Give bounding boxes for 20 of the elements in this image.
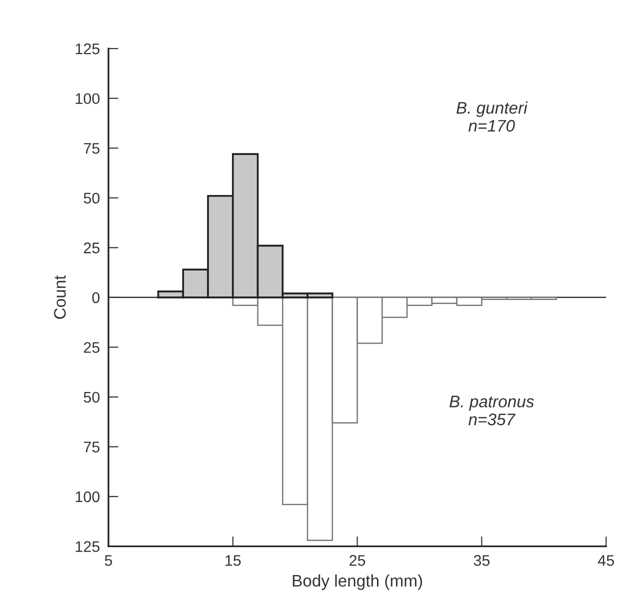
y-tick-label: 125	[76, 541, 100, 552]
y-tick-label: 75	[84, 442, 100, 452]
x-tick-label: 5	[104, 555, 112, 566]
y-tick-label: 50	[84, 392, 100, 403]
y-tick-label: 25	[84, 242, 100, 254]
y-tick-label: 0	[92, 292, 100, 304]
annotation: B. gunteri n=170	[456, 102, 528, 132]
x-tick-label: 25	[350, 555, 366, 566]
x-tick-label: 45	[598, 555, 614, 566]
x-axis-title: Body length (mm)	[292, 574, 422, 590]
y-tick-label: 25	[84, 342, 100, 353]
y-tick-label: 75	[84, 143, 100, 154]
x-tick-label: 35	[474, 555, 490, 566]
x-tick-label: 15	[226, 555, 241, 566]
y-tick-label: 50	[84, 192, 100, 204]
y-axis-title: Count	[54, 275, 66, 319]
annotation: B. patronus n=357	[450, 396, 534, 426]
y-tick-label: 100	[76, 93, 100, 104]
y-tick-label: 125	[76, 43, 100, 54]
y-tick-label: 100	[76, 491, 100, 502]
